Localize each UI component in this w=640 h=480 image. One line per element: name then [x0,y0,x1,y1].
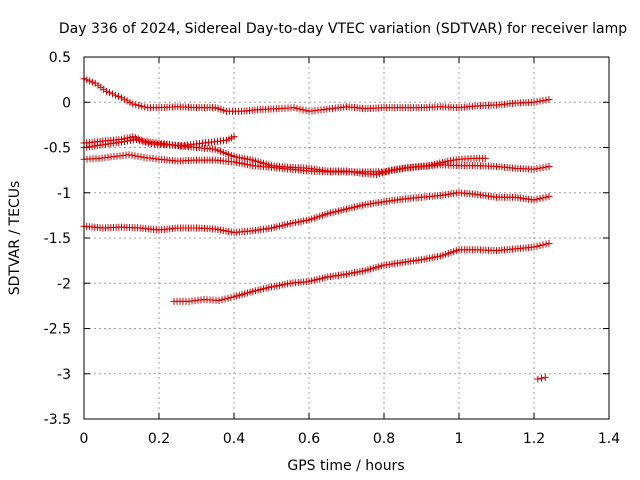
data-point [481,154,489,162]
data-point [125,151,133,159]
data-point [129,100,137,108]
series-track-4 [80,151,553,176]
grid-lines [84,57,609,419]
data-point [539,241,547,249]
data-point [542,96,550,104]
data-point [112,91,119,99]
data-point [128,151,136,159]
y-tick-label: 0 [62,95,71,111]
data-point [293,104,301,112]
data-point [230,133,238,141]
data-point [545,239,553,247]
data-point [299,106,307,114]
tick-marks [83,56,610,420]
data-point [302,107,310,115]
y-tick-label: -1 [57,186,71,202]
data-point [224,294,232,302]
series-track-7 [534,373,549,383]
data-point [539,164,547,172]
chart-title: Day 336 of 2024, Sidereal Day-to-day VTE… [59,21,627,37]
data-point [142,138,149,146]
data-point [539,97,547,105]
y-tick-label: -3 [57,367,71,383]
data-point [534,375,542,383]
data-point [133,135,140,143]
x-tick-label: 1 [455,431,464,447]
data-point [141,103,149,111]
data-point [290,104,298,112]
y-tick-label: -2.5 [44,322,71,338]
x-tick-label: 0.8 [373,431,395,447]
data-point [124,137,131,145]
x-tick-label: 1.2 [523,431,545,447]
data-point [533,195,541,203]
data-point [530,165,538,173]
data-point [215,296,223,304]
data-point [533,242,541,250]
data-point [536,164,544,172]
data-point [545,163,553,171]
data-point [130,136,137,144]
data-point [135,102,143,110]
data-markers [80,75,553,383]
series-track-3 [80,133,238,151]
y-tick-label: -0.5 [44,141,71,157]
x-tick-label: 1.4 [598,431,620,447]
data-point [134,152,142,160]
series-track-6 [170,239,553,305]
data-point [137,153,145,161]
data-point [538,374,545,382]
data-point [530,98,538,106]
data-point [127,136,134,144]
data-point [121,138,128,146]
x-tick-label: 0.2 [148,431,170,447]
y-tick-label: -1.5 [44,231,71,247]
y-tick-label: -2 [57,276,71,292]
data-point [539,194,547,202]
data-point [533,165,541,173]
y-tick-labels: 0.5 0 -0.5 -1 -1.5 -2 -2.5 -3 -3.5 [44,50,71,428]
series-track-5 [80,189,553,237]
data-point [545,96,553,104]
data-point [530,196,538,204]
x-tick-label: 0.6 [298,431,320,447]
data-point [138,102,146,110]
data-point [379,169,386,177]
data-point [218,296,226,304]
series-track-1 [80,75,553,115]
data-point [132,101,140,109]
data-point [296,105,304,113]
data-point [545,192,553,200]
data-point [136,136,143,144]
data-point [376,170,383,178]
y-tick-label: 0.5 [49,50,71,66]
data-point [533,98,541,106]
data-point [103,87,110,95]
x-tick-label: 0 [80,431,89,447]
data-point [536,195,544,203]
data-point [542,193,550,201]
data-point [221,295,229,303]
data-point [536,97,544,105]
x-tick-label: 0.4 [223,431,245,447]
data-point [139,137,146,145]
data-point [542,163,550,171]
y-tick-label: -3.5 [44,412,71,428]
data-point [536,242,544,250]
data-point [227,294,235,302]
data-point [106,89,113,97]
data-point [115,92,122,100]
x-axis-label: GPS time / hours [287,458,404,474]
y-axis-label: SDTVAR / TECUs [7,181,23,296]
data-point [530,243,538,251]
x-tick-labels: 0 0.2 0.4 0.6 0.8 1 1.2 1.4 [80,431,621,447]
data-point [118,138,125,146]
data-point [542,240,550,248]
data-point [541,373,549,381]
data-point [145,139,152,147]
data-point [109,90,116,98]
data-point [131,152,139,160]
